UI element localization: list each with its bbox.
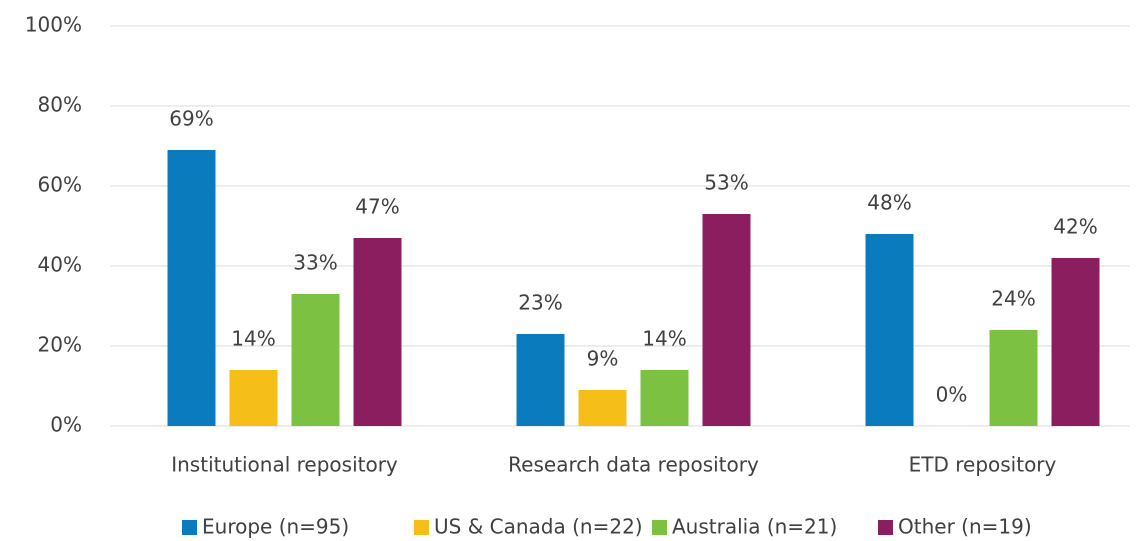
y-tick-label: 0% — [50, 413, 82, 437]
bar — [167, 150, 216, 426]
data-label: 33% — [293, 251, 337, 275]
bar — [578, 390, 627, 426]
bar — [291, 294, 340, 426]
x-tick-label: Research data repository — [508, 453, 759, 477]
legend-label: Australia (n=21) — [672, 515, 837, 539]
x-tick-label: ETD repository — [909, 453, 1057, 477]
legend-label: US & Canada (n=22) — [434, 515, 643, 539]
legend-swatch — [878, 520, 893, 535]
legend-swatch — [652, 520, 667, 535]
legend-label: Europe (n=95) — [202, 515, 349, 539]
data-label: 24% — [991, 287, 1035, 311]
bar — [353, 238, 402, 426]
data-label: 9% — [587, 347, 619, 371]
bar — [229, 370, 278, 426]
bar — [640, 370, 689, 426]
data-label: 14% — [642, 327, 686, 351]
data-label: 0% — [936, 383, 968, 407]
data-label: 23% — [518, 291, 562, 315]
y-tick-label: 20% — [38, 333, 82, 357]
bar — [865, 234, 914, 426]
y-tick-label: 40% — [38, 253, 82, 277]
y-tick-label: 80% — [38, 93, 82, 117]
data-label: 69% — [169, 107, 213, 131]
data-label: 47% — [355, 195, 399, 219]
bar — [516, 334, 565, 426]
bar — [989, 330, 1038, 426]
y-tick-label: 100% — [25, 13, 82, 37]
y-tick-label: 60% — [38, 173, 82, 197]
data-label: 14% — [231, 327, 275, 351]
bar — [1051, 258, 1100, 426]
legend-swatch — [182, 520, 197, 535]
legend-swatch — [414, 520, 429, 535]
x-tick-label: Institutional repository — [171, 453, 398, 477]
data-label: 53% — [704, 171, 748, 195]
data-label: 48% — [867, 191, 911, 215]
data-label: 42% — [1053, 215, 1097, 239]
bar — [702, 214, 751, 426]
legend-label: Other (n=19) — [898, 515, 1032, 539]
